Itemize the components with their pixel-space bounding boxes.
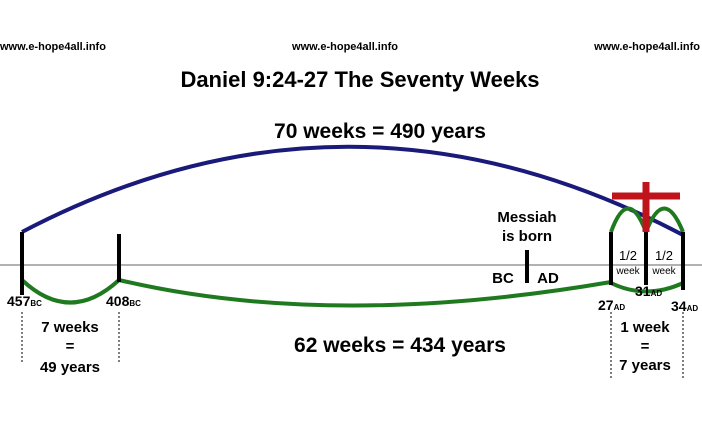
period-label: = [66, 338, 75, 355]
period-label: = [641, 338, 650, 355]
era-label: AD [537, 270, 559, 287]
date: 457BC [7, 293, 42, 309]
messiah-label: is born [502, 228, 552, 245]
date: 27AD [598, 297, 625, 313]
header-link: www.e-hope4all.info [0, 41, 106, 53]
period-label: 49 years [40, 359, 100, 376]
period-label: 7 weeks [41, 319, 99, 336]
period-label: 7 years [619, 357, 671, 374]
half-week: 1/2 [619, 248, 637, 263]
title: Daniel 9:24-27 The Seventy Weeks [180, 67, 539, 92]
green-arc [610, 281, 684, 294]
date: 408BC [106, 293, 141, 309]
date: 34AD [671, 298, 698, 314]
header-link: www.e-hope4all.info [593, 41, 700, 53]
messiah-label: Messiah [497, 209, 556, 226]
era-label: BC [492, 270, 514, 287]
dashed-guides [21, 312, 684, 378]
blue-arc [21, 144, 684, 237]
top-label: 70 weeks = 490 years [274, 120, 486, 143]
header-link: www.e-hope4all.info [291, 41, 398, 53]
half-week: 1/2 [655, 248, 673, 263]
half-week: week [615, 266, 640, 277]
green-arc [20, 278, 121, 305]
period-label: 1 week [620, 319, 670, 336]
date: 31AD [635, 283, 662, 299]
markers [20, 228, 685, 295]
half-week: week [651, 266, 676, 277]
bottom-label: 62 weeks = 434 years [294, 334, 506, 357]
cross [612, 182, 680, 232]
green-arc [118, 278, 612, 308]
